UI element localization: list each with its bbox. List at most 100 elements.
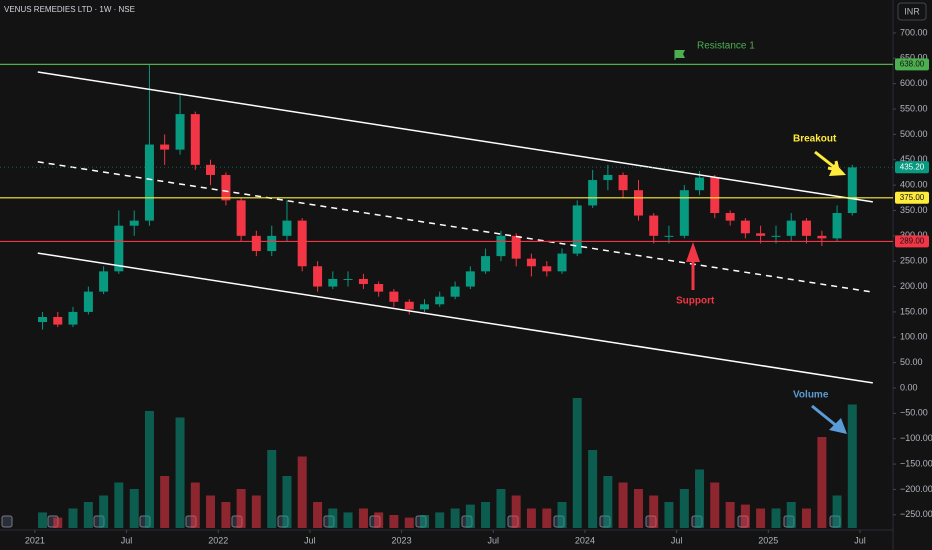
candle-body [832,213,842,239]
level-label: 375.00 [900,193,925,202]
candle-body [695,177,705,191]
volume-bar [710,482,720,528]
volume-bar [374,512,384,528]
candle-body [496,235,506,257]
volume-bar [282,476,292,528]
last-price-label: 435.20 [900,162,925,171]
volume-bar [343,512,353,528]
x-tick-label: 2025 [758,535,778,545]
x-tick-label: Jul [671,535,683,545]
x-tick-label: 2023 [392,535,412,545]
y-tick-label: 50.00 [900,357,923,367]
candle-body [740,220,750,234]
arrow-head [686,242,700,262]
volume-bar [832,495,842,528]
candle-body [664,235,674,237]
volume-bar [481,502,491,528]
volume-bar [190,482,200,528]
y-tick-label: 300.00 [900,230,928,240]
candle-body [297,220,307,267]
volume-bar [786,502,796,528]
candle-body [83,291,93,312]
volume-bar [236,489,246,528]
y-tick-label: 150.00 [900,306,928,316]
volume-bar [618,482,628,528]
y-tick-label: −150.00 [900,458,932,468]
candle-body [129,220,139,226]
currency-box [897,2,927,21]
annotation: Volume [793,390,829,401]
x-tick-label: Jul [854,535,866,545]
candle-body [160,144,170,150]
volume-bar [221,502,231,528]
candle-body [328,278,338,287]
volume-bar [206,495,216,528]
level-label-box [895,58,929,71]
volume-bar [404,517,414,528]
volume-bar [801,508,811,528]
volume-bar [817,437,827,528]
volume-bar [740,504,750,528]
volume-bar [114,482,124,528]
y-tick-label: 500.00 [900,129,928,139]
y-tick-label: 350.00 [900,205,928,215]
x-tick-label: 2024 [575,535,595,545]
volume-bar [633,489,643,528]
volume-bar [38,512,48,528]
volume-bar [771,508,781,528]
annotation: Breakout [793,134,837,145]
candle-body [847,167,857,214]
candle-body [542,266,552,272]
y-tick-label: 100.00 [900,332,928,342]
candle-body [526,258,536,267]
candle-body [267,235,277,252]
trendline [37,71,873,203]
x-tick-label: Jul [121,535,133,545]
candle-body [221,174,231,201]
volume-bar [435,512,445,528]
volume-bar [496,489,506,528]
marks: 700.00 650.00 600.00 550.00 500.00 450.00 400.… [0,27,932,545]
volume-bar [649,495,659,528]
candle-body [389,291,399,302]
candle-body [236,200,246,236]
volume-bar [129,489,139,528]
volume-bar [328,508,338,528]
candle-body [786,220,796,236]
candle-body [374,284,384,292]
level-label-box [895,191,929,204]
volume-bar [756,508,766,528]
candle-body [465,271,475,287]
arrow [811,404,839,429]
candle-body [603,174,613,181]
volume-bar [526,508,536,528]
volume-bar [465,504,475,528]
candle-body [771,235,781,237]
candle-body [190,114,200,165]
volume-bar [450,508,460,528]
volume-bar [83,502,93,528]
y-tick-label: 650.00 [900,53,928,63]
level-label-box [895,235,929,248]
candle-body [557,253,567,272]
y-tick-label: 700.00 [900,27,928,37]
currency: INR [904,6,920,16]
y-tick-label: 550.00 [900,103,928,113]
candle-body [756,233,766,236]
candle-body [633,190,643,216]
y-tick-label: 450.00 [900,154,928,164]
x-tick-label: 2022 [208,535,228,545]
volume-bar [725,502,735,528]
candle-body [282,220,292,236]
volume-bar [358,508,368,528]
x-tick-label: Jul [488,535,500,545]
candle-body [572,205,582,254]
annotation: Support [676,296,715,307]
volume-bar [679,489,689,528]
candle-body [435,296,445,305]
arrow-head [829,418,847,434]
candle-body [99,271,109,292]
y-tick-label: −250.00 [900,509,932,519]
